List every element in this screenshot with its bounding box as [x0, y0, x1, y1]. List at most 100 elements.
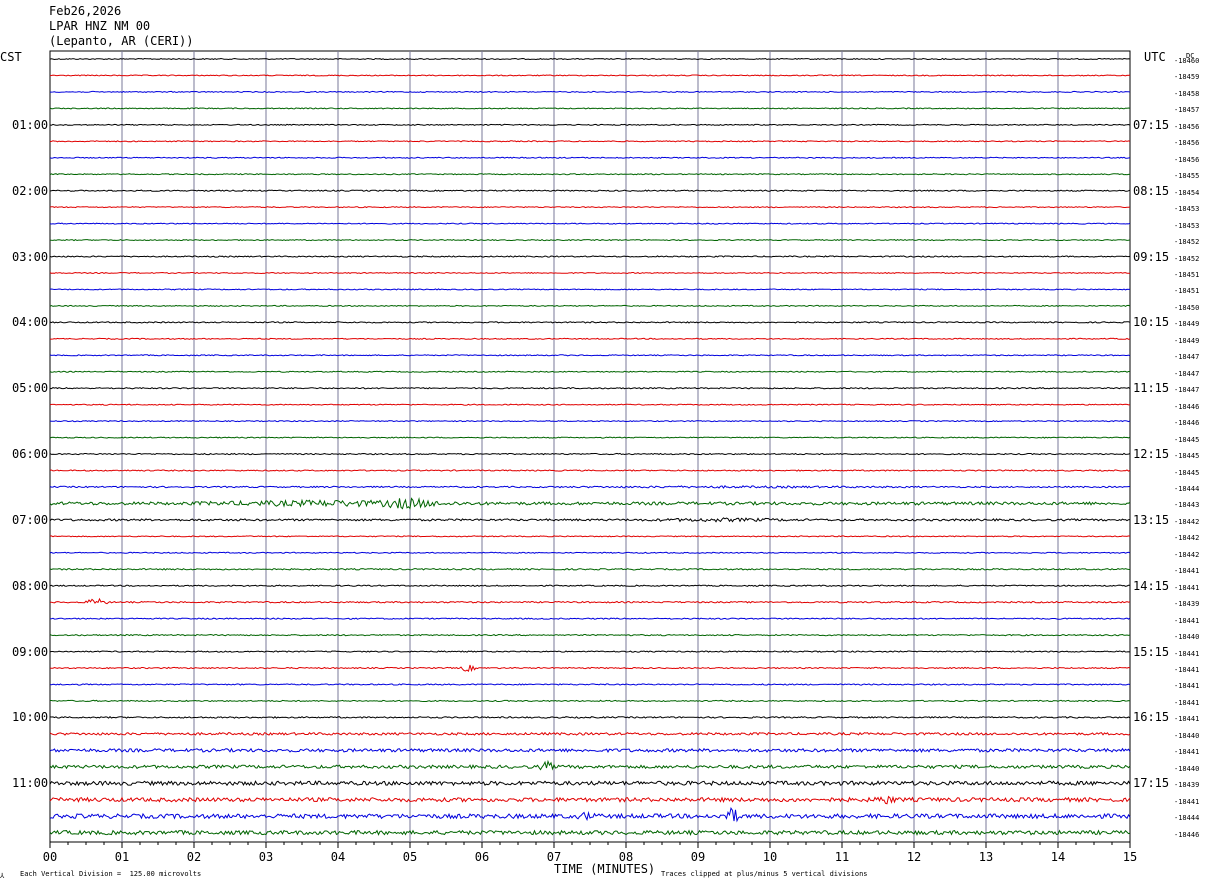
seismic-trace	[49, 517, 1131, 523]
right-hour-label: 16:15	[1133, 710, 1170, 725]
seismic-trace	[49, 683, 1131, 686]
seismic-trace	[49, 370, 1130, 373]
right-hour-label: 10:15	[1133, 315, 1170, 330]
x-tick-label: 08	[619, 850, 633, 864]
x-tick-label: 05	[403, 850, 417, 864]
seismic-trace	[49, 337, 1131, 340]
dc-offset-label: -18441	[1174, 748, 1200, 757]
left-hour-label: 10:00	[12, 710, 49, 725]
dc-offset-label: -18440	[1174, 764, 1200, 773]
dc-offset-label: -18441	[1174, 682, 1200, 691]
dc-offset-label: -18439	[1174, 600, 1200, 609]
dc-offset-label: -18441	[1174, 797, 1200, 806]
dc-offset-label: -18459	[1174, 73, 1200, 82]
right-axis-label: UTC	[1144, 50, 1166, 64]
left-hour-label: 06:00	[12, 447, 49, 462]
seismic-trace	[49, 173, 1131, 176]
dc-offset-label: -18446	[1174, 402, 1200, 411]
dc-offset-label: -18441	[1174, 616, 1200, 625]
dc-label: DC	[1186, 52, 1195, 60]
x-tick-label: 12	[907, 850, 921, 864]
dc-offset-label: -18442	[1174, 517, 1200, 526]
plot-grid	[49, 50, 1131, 843]
seismic-trace	[49, 716, 1131, 719]
right-hour-label: 14:15	[1133, 578, 1170, 593]
x-tick-label: 14	[1051, 850, 1065, 864]
seismic-trace	[49, 829, 1131, 836]
dc-offset-label: -18458	[1174, 89, 1200, 98]
dc-offset-label: -18447	[1174, 369, 1200, 378]
header-location: (Lepanto, AR (CERI))	[49, 34, 194, 48]
dc-offset-label: -18452	[1174, 238, 1200, 247]
x-tick-label: 00	[43, 850, 57, 864]
x-tick-label: 09	[691, 850, 705, 864]
dc-offset-label: -18442	[1174, 550, 1200, 559]
x-tick-label: 04	[331, 850, 345, 864]
dc-offset-label: -18441	[1174, 567, 1200, 576]
seismic-trace	[49, 664, 1131, 673]
x-tick-label: 03	[259, 850, 273, 864]
dc-offset-label: -18454	[1174, 188, 1200, 197]
seismic-trace	[49, 386, 1131, 390]
left-axis-label: CST	[0, 50, 22, 64]
dc-offset-label: -18456	[1174, 155, 1200, 164]
scale-icon: ⅄	[0, 872, 5, 880]
seismic-trace	[49, 535, 1131, 538]
left-hour-label: 05:00	[12, 381, 49, 396]
seismic-trace	[50, 699, 1131, 703]
plot-frame	[49, 50, 1131, 843]
x-tick-label: 06	[475, 850, 489, 864]
right-hour-label: 09:15	[1133, 249, 1170, 264]
dc-offset-label: -18445	[1174, 468, 1200, 477]
dc-offset-label: -18444	[1174, 814, 1200, 823]
left-hour-label: 11:00	[12, 776, 49, 791]
seismic-trace	[49, 57, 1131, 61]
right-hour-label: 08:15	[1133, 183, 1170, 198]
dc-offset-label: -18449	[1174, 320, 1200, 329]
dc-offset-label: -18450	[1174, 303, 1200, 312]
seismic-trace	[49, 452, 1131, 456]
seismic-trace	[49, 759, 1131, 771]
dc-offset-label: -18456	[1174, 139, 1200, 148]
left-hour-label: 03:00	[12, 249, 49, 264]
seismic-trace	[49, 321, 1131, 324]
seismic-trace	[49, 731, 1131, 736]
dc-offset-label: -18453	[1174, 205, 1200, 214]
left-hour-label: 08:00	[12, 578, 49, 593]
dc-offset-label: -18445	[1174, 435, 1200, 444]
right-hour-label: 15:15	[1133, 644, 1170, 659]
dc-offset-label: -18446	[1174, 830, 1200, 839]
x-tick-label: 07	[547, 850, 561, 864]
dc-offset-label: -18456	[1174, 122, 1200, 131]
x-tick-label: 02	[187, 850, 201, 864]
right-hour-label: 12:15	[1133, 447, 1170, 462]
left-hour-label: 02:00	[12, 183, 49, 198]
clip-note: Traces clipped at plus/minus 5 vertical …	[661, 870, 868, 878]
seismic-trace	[49, 156, 1131, 159]
seismic-trace	[49, 403, 1131, 406]
x-tick-label: 13	[979, 850, 993, 864]
seismic-trace	[49, 780, 1131, 787]
scale-note: Each Vertical Division = 125.00 microvol…	[20, 870, 202, 878]
seismic-trace	[49, 255, 1131, 258]
left-hour-label: 01:00	[12, 117, 49, 132]
header-date: Feb26,2026	[49, 4, 122, 18]
seismic-trace	[49, 436, 1131, 439]
dc-offset-label: -18451	[1174, 270, 1200, 279]
dc-offset-label: -18457	[1174, 106, 1200, 115]
dc-offset-label: -18460	[1174, 57, 1200, 65]
seismic-trace	[49, 271, 1131, 275]
seismic-trace	[49, 107, 1131, 110]
dc-offset-label: -18442	[1174, 534, 1200, 543]
dc-offset-label: -18452	[1174, 254, 1200, 263]
dc-offset-label: -18447	[1174, 353, 1200, 362]
dc-offset-label: -18451	[1174, 287, 1200, 296]
right-hour-label: 11:15	[1133, 381, 1170, 396]
dc-offset-label: -18439	[1174, 781, 1200, 790]
seismic-trace	[49, 584, 1130, 587]
seismic-trace	[50, 597, 1131, 605]
x-tick-label: 10	[763, 850, 777, 864]
dc-offset-label: -18455	[1174, 172, 1200, 181]
seismic-trace	[49, 567, 1131, 571]
